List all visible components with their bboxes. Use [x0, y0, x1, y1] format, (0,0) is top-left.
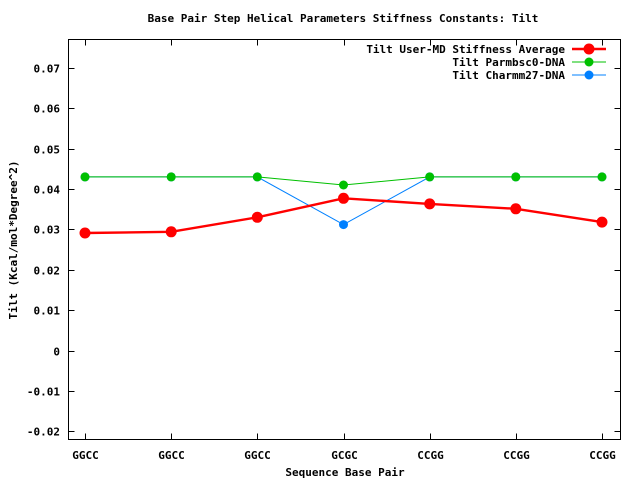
- y-tick-label: 0.01: [34, 305, 61, 318]
- x-tick-label: GCGC: [331, 449, 358, 462]
- data-point: [166, 172, 176, 182]
- plot-frame: [68, 39, 621, 440]
- y-tick-label: 0.04: [34, 184, 61, 197]
- y-tick-label: -0.01: [27, 386, 60, 399]
- x-tick-label: CCGG: [417, 449, 444, 462]
- chart-title: Base Pair Step Helical Parameters Stiffn…: [148, 12, 539, 25]
- y-axis-label: Tilt (Kcal/mol*Degree^2): [7, 161, 20, 320]
- y-tick-label: 0.06: [34, 103, 61, 116]
- x-axis-label: Sequence Base Pair: [285, 466, 405, 479]
- y-axis: -0.02 -0.01 0 0.01 0.02 0.03 0.04 0.05 0.06 0.07: [27, 63, 621, 439]
- data-point: [251, 211, 263, 223]
- data-point: [339, 180, 348, 190]
- legend-marker: [583, 43, 595, 55]
- x-tick-label: CCGG: [503, 449, 530, 462]
- y-tick-label: 0.07: [34, 63, 61, 76]
- legend-label: Tilt Charmm27-DNA: [452, 69, 565, 82]
- data-point: [596, 216, 608, 228]
- data-point: [425, 172, 435, 182]
- data-point: [165, 226, 177, 238]
- data-point: [80, 172, 90, 182]
- legend-label: Tilt User-MD Stiffness Average: [366, 43, 565, 56]
- data-point: [424, 198, 436, 210]
- legend-marker: [584, 57, 594, 67]
- y-tick-label: 0: [53, 346, 60, 359]
- data-point: [338, 192, 349, 204]
- series-group: [79, 172, 608, 239]
- data-point: [339, 220, 348, 230]
- legend-label: Tilt Parmbsc0-DNA: [452, 56, 565, 69]
- y-tick-label: 0.05: [34, 144, 61, 157]
- x-tick-label: GGCC: [72, 449, 99, 462]
- x-axis: GGCC GGCC GGCC GCGC CCGG CCGG CCGG: [72, 39, 616, 462]
- data-point: [511, 172, 521, 182]
- series-1: [79, 192, 608, 239]
- data-point: [510, 203, 522, 215]
- data-point: [79, 227, 91, 239]
- y-tick-label: 0.02: [34, 265, 61, 278]
- x-tick-label: GGCC: [244, 449, 271, 462]
- x-tick-label: GGCC: [158, 449, 185, 462]
- legend-marker: [584, 70, 594, 80]
- y-tick-label: -0.02: [27, 426, 60, 439]
- y-tick-label: 0.03: [34, 224, 61, 237]
- x-tick-label: CCGG: [589, 449, 616, 462]
- data-point: [597, 172, 607, 182]
- series-2: [80, 172, 607, 190]
- data-point: [252, 172, 262, 182]
